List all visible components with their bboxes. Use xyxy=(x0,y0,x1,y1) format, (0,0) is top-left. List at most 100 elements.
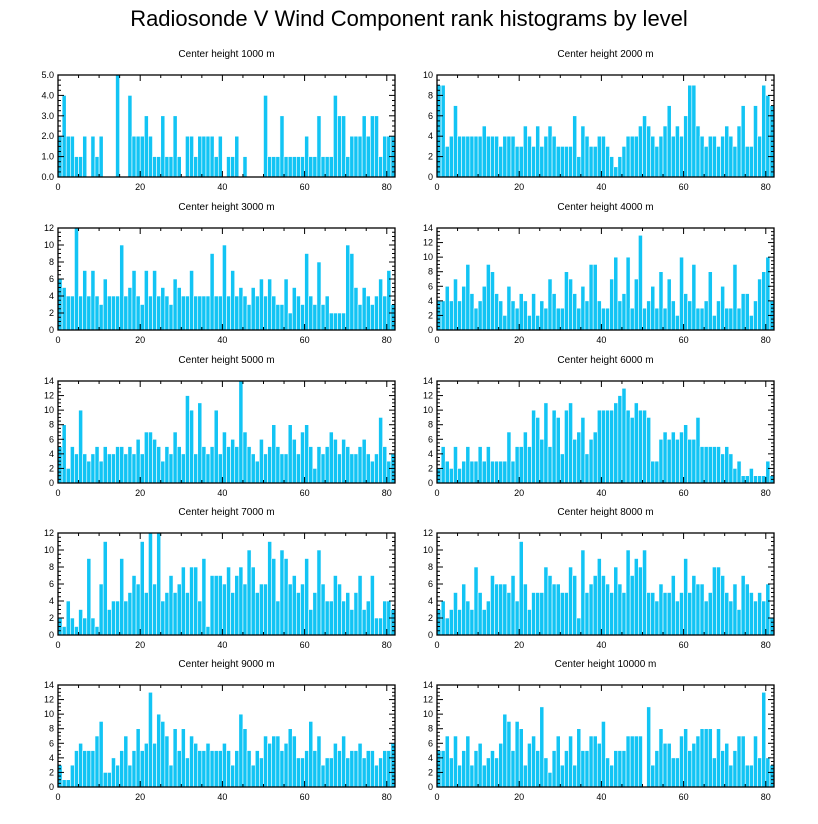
histogram-bar xyxy=(365,453,371,484)
histogram-bar xyxy=(638,234,643,331)
histogram-bar xyxy=(353,750,359,788)
y-tick-label: 2 xyxy=(49,613,54,623)
histogram-bar xyxy=(291,735,297,788)
histogram-bar xyxy=(761,84,767,178)
histogram-bar xyxy=(444,617,450,636)
histogram-bar xyxy=(328,156,334,178)
histogram-bar xyxy=(749,146,754,178)
histogram-bar xyxy=(107,295,112,331)
histogram-bar xyxy=(490,271,495,331)
panel-title: Center height 6000 m xyxy=(557,355,653,366)
x-tick-label: 20 xyxy=(514,182,524,192)
histogram-bar xyxy=(139,135,145,178)
histogram-bar xyxy=(300,583,305,636)
histogram-bar xyxy=(189,566,194,636)
histogram-bar xyxy=(465,264,471,331)
histogram-bar xyxy=(629,575,635,636)
histogram-bar xyxy=(213,295,219,331)
histogram-bar xyxy=(613,566,619,636)
histogram-bar xyxy=(691,438,697,484)
histogram-bar xyxy=(300,431,305,484)
histogram-bar xyxy=(732,146,738,178)
main-title: Radiosonde V Wind Component rank histogr… xyxy=(130,6,688,31)
histogram-bar xyxy=(205,295,211,331)
histogram-bar xyxy=(461,460,467,484)
histogram-bar xyxy=(222,431,227,484)
histogram-bar xyxy=(357,575,363,636)
histogram-bar xyxy=(707,446,713,484)
histogram-bar xyxy=(551,750,557,788)
histogram-bar xyxy=(576,431,582,484)
histogram-bar xyxy=(271,424,277,484)
histogram-bar xyxy=(744,293,750,331)
histogram-bar xyxy=(127,287,133,331)
histogram-bar xyxy=(691,264,697,331)
histogram-bar xyxy=(720,285,725,331)
histogram-bar xyxy=(263,295,268,331)
histogram-bar xyxy=(662,125,668,178)
histogram-bar xyxy=(621,750,627,788)
histogram-bar xyxy=(564,592,569,636)
histogram-bar xyxy=(234,295,240,331)
histogram-bar xyxy=(308,609,314,636)
histogram-bar xyxy=(168,156,174,178)
histogram-bar xyxy=(185,395,190,484)
histogram-bar xyxy=(490,575,495,636)
histogram-bar xyxy=(658,583,664,636)
histogram-bar xyxy=(473,750,479,788)
histogram-bar xyxy=(588,583,594,636)
histogram-bar xyxy=(440,446,446,484)
y-tick-label: 2 xyxy=(428,152,433,162)
histogram-bar xyxy=(572,575,578,636)
histogram-bar xyxy=(287,312,293,331)
histogram-bar xyxy=(185,757,190,788)
histogram-bar xyxy=(510,300,516,331)
histogram-bar xyxy=(160,460,166,484)
x-tick-label: 20 xyxy=(135,182,145,192)
histogram-bar xyxy=(386,460,392,484)
histogram-bar xyxy=(765,460,771,484)
y-tick-label: 10 xyxy=(423,545,433,555)
histogram-bar xyxy=(461,583,467,636)
histogram-bar xyxy=(506,592,512,636)
histogram-bar xyxy=(82,617,88,636)
histogram-bar xyxy=(119,558,125,636)
histogram-bar xyxy=(374,764,379,788)
x-tick-label: 80 xyxy=(761,335,771,345)
histogram-bar xyxy=(98,721,104,788)
histogram-bar xyxy=(123,735,129,788)
histogram-bar xyxy=(469,293,475,331)
histogram-bar xyxy=(584,135,590,178)
panel-title: Center height 10000 m xyxy=(555,659,657,670)
histogram-bar xyxy=(349,453,355,484)
histogram-bar xyxy=(250,566,256,636)
histogram-bar xyxy=(753,600,758,636)
x-tick-label: 20 xyxy=(514,488,524,498)
y-tick-label: 10 xyxy=(44,405,54,415)
histogram-bar xyxy=(531,735,536,788)
histogram-bar xyxy=(185,592,190,636)
histogram-bar xyxy=(757,475,762,484)
histogram-bar xyxy=(481,285,487,331)
histogram-bar xyxy=(168,575,174,636)
histogram-bar xyxy=(107,772,112,788)
histogram-bar xyxy=(374,453,379,484)
histogram-bar xyxy=(514,446,520,484)
histogram-bar xyxy=(650,135,656,178)
histogram-bar xyxy=(609,278,615,331)
histogram-bar xyxy=(378,278,383,331)
histogram-bar xyxy=(115,446,120,484)
histogram-bar xyxy=(486,135,491,178)
histogram-bar xyxy=(753,475,758,484)
histogram-bar xyxy=(365,135,371,178)
histogram-bar xyxy=(592,431,598,484)
histogram-bar xyxy=(601,575,606,636)
histogram-bar xyxy=(287,728,293,788)
histogram-bar xyxy=(666,278,672,331)
histogram-bar xyxy=(703,300,709,331)
x-tick-label: 40 xyxy=(596,792,606,802)
y-tick-label: 12 xyxy=(423,695,433,705)
histogram-bar xyxy=(576,156,582,178)
x-tick-label: 60 xyxy=(300,335,310,345)
y-tick-label: 12 xyxy=(423,528,433,538)
